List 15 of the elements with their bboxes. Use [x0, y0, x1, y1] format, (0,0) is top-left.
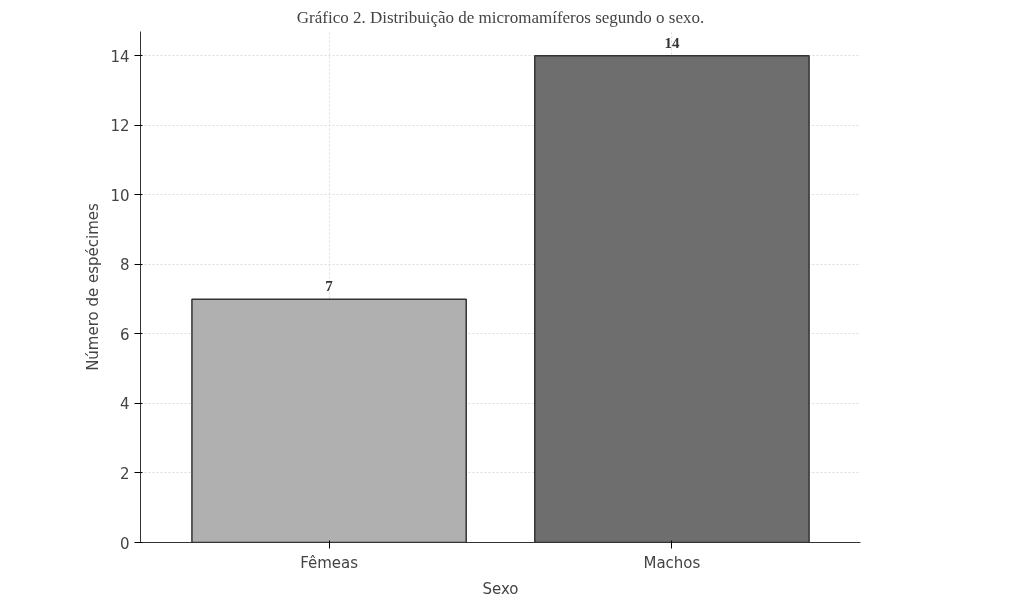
- data-label: 14: [664, 34, 680, 51]
- y-tick-label: 6: [119, 325, 130, 344]
- y-tick-label: 10: [110, 186, 130, 205]
- y-tick-label: 14: [110, 47, 130, 66]
- y-axis-title: Número de espécimes: [84, 202, 103, 371]
- y-tick-label: 8: [119, 256, 130, 275]
- x-tick-label: Machos: [643, 553, 701, 572]
- x-axis-title: Sexo: [482, 579, 519, 598]
- y-tick-label: 2: [119, 464, 130, 483]
- y-tick-label: 12: [110, 117, 130, 136]
- x-tick-label: Fêmeas: [300, 553, 359, 572]
- y-tick-label: 0: [119, 534, 130, 553]
- data-label: 7: [325, 278, 334, 295]
- y-tick-label: 4: [119, 395, 130, 414]
- chart-title: Gráfico 2. Distribuição de micromamíferos segundo o sexo.: [296, 7, 705, 27]
